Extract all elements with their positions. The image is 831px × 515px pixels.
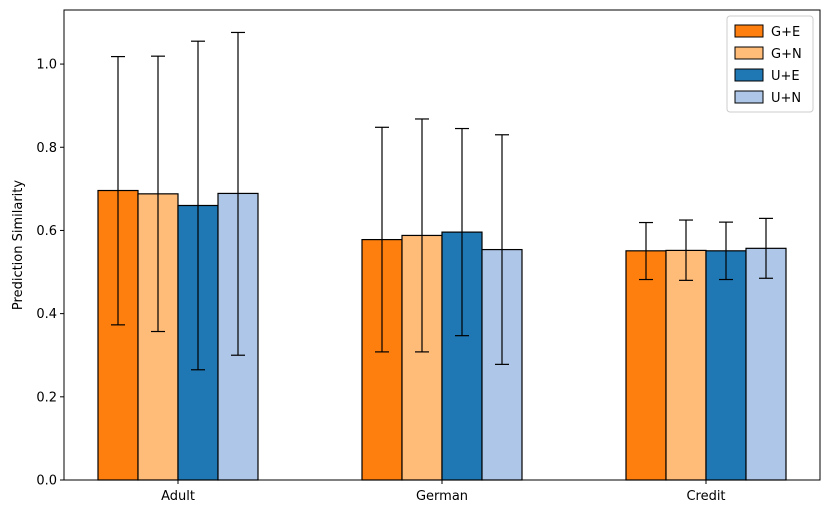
legend-box	[726, 15, 814, 113]
legend-swatch	[734, 68, 764, 82]
legend-label: U+N	[771, 91, 801, 106]
bar	[665, 249, 707, 481]
bar	[745, 247, 787, 481]
x-tick-label: German	[416, 489, 468, 504]
bar	[625, 250, 667, 481]
legend-label: G+E	[771, 25, 800, 40]
bar	[705, 250, 747, 481]
x-tick-label: Adult	[161, 489, 195, 504]
y-tick-label: 0.0	[36, 474, 57, 489]
y-axis-title: Prediction Similarity	[11, 180, 26, 310]
y-tick-label: 0.2	[36, 390, 57, 405]
y-tick-label: 0.8	[36, 141, 57, 156]
x-tick-label: Credit	[686, 489, 725, 504]
legend-swatch	[734, 46, 764, 60]
y-tick-label: 1.0	[36, 58, 57, 73]
legend-label: U+E	[771, 69, 800, 84]
legend-label: G+N	[771, 47, 802, 62]
y-tick-label: 0.4	[36, 307, 57, 322]
legend-swatch	[734, 24, 764, 38]
bars-layer	[97, 189, 787, 481]
y-axis: 0.0 0.2 0.4 0.6 0.8 1.0	[36, 58, 64, 489]
y-tick-label: 0.6	[36, 224, 57, 239]
error-bars-layer	[111, 31, 773, 371]
x-axis: Adult German Credit	[161, 480, 726, 504]
legend: G+E G+N U+E U+N	[726, 15, 814, 113]
legend-swatch	[734, 90, 764, 104]
